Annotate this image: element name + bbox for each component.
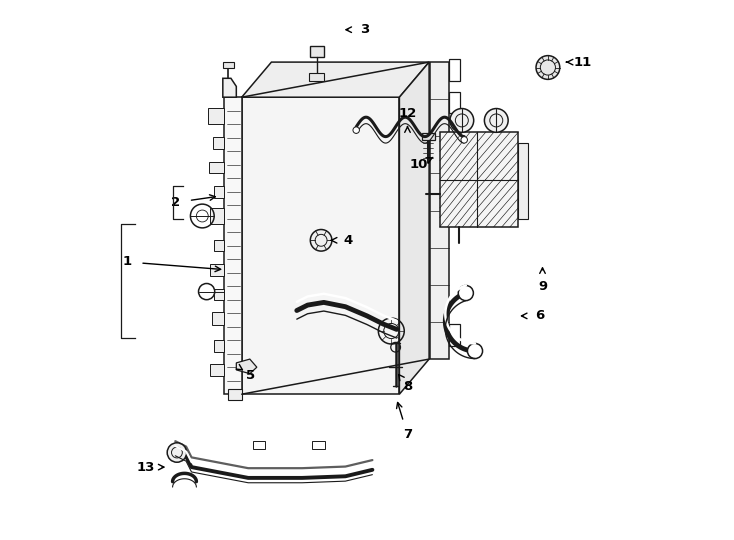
Circle shape: [450, 109, 473, 132]
Polygon shape: [214, 289, 224, 300]
Text: 13: 13: [137, 461, 155, 474]
Polygon shape: [208, 162, 224, 173]
Circle shape: [468, 343, 482, 359]
Polygon shape: [223, 62, 233, 68]
Polygon shape: [421, 133, 435, 140]
Text: 2: 2: [171, 196, 180, 209]
Text: 11: 11: [574, 56, 592, 69]
Polygon shape: [212, 312, 224, 325]
Polygon shape: [224, 97, 241, 394]
Polygon shape: [236, 359, 257, 374]
Text: 8: 8: [403, 380, 412, 393]
Polygon shape: [211, 364, 224, 376]
Circle shape: [353, 127, 360, 133]
Polygon shape: [208, 108, 224, 124]
Polygon shape: [309, 73, 324, 81]
Polygon shape: [213, 137, 224, 149]
Text: 3: 3: [360, 23, 369, 36]
Text: 6: 6: [535, 309, 545, 322]
Polygon shape: [214, 240, 224, 251]
Text: 5: 5: [247, 369, 255, 382]
Circle shape: [310, 230, 332, 251]
Polygon shape: [518, 143, 528, 219]
Circle shape: [536, 56, 560, 79]
Circle shape: [461, 137, 468, 143]
Text: 9: 9: [538, 280, 547, 293]
Polygon shape: [211, 208, 224, 224]
Polygon shape: [211, 264, 224, 276]
Circle shape: [458, 286, 473, 301]
Polygon shape: [228, 389, 241, 400]
Polygon shape: [241, 62, 429, 97]
Polygon shape: [214, 186, 224, 198]
Circle shape: [167, 443, 186, 462]
Polygon shape: [241, 97, 399, 394]
Polygon shape: [310, 46, 324, 57]
Polygon shape: [399, 62, 429, 394]
Text: 4: 4: [344, 234, 353, 247]
Polygon shape: [214, 340, 224, 352]
Polygon shape: [430, 62, 449, 359]
Text: 1: 1: [122, 255, 131, 268]
Circle shape: [484, 109, 508, 132]
Polygon shape: [440, 132, 518, 227]
Polygon shape: [223, 78, 236, 97]
Text: 12: 12: [399, 107, 417, 120]
Text: 10: 10: [409, 158, 427, 171]
Text: 7: 7: [403, 428, 412, 441]
